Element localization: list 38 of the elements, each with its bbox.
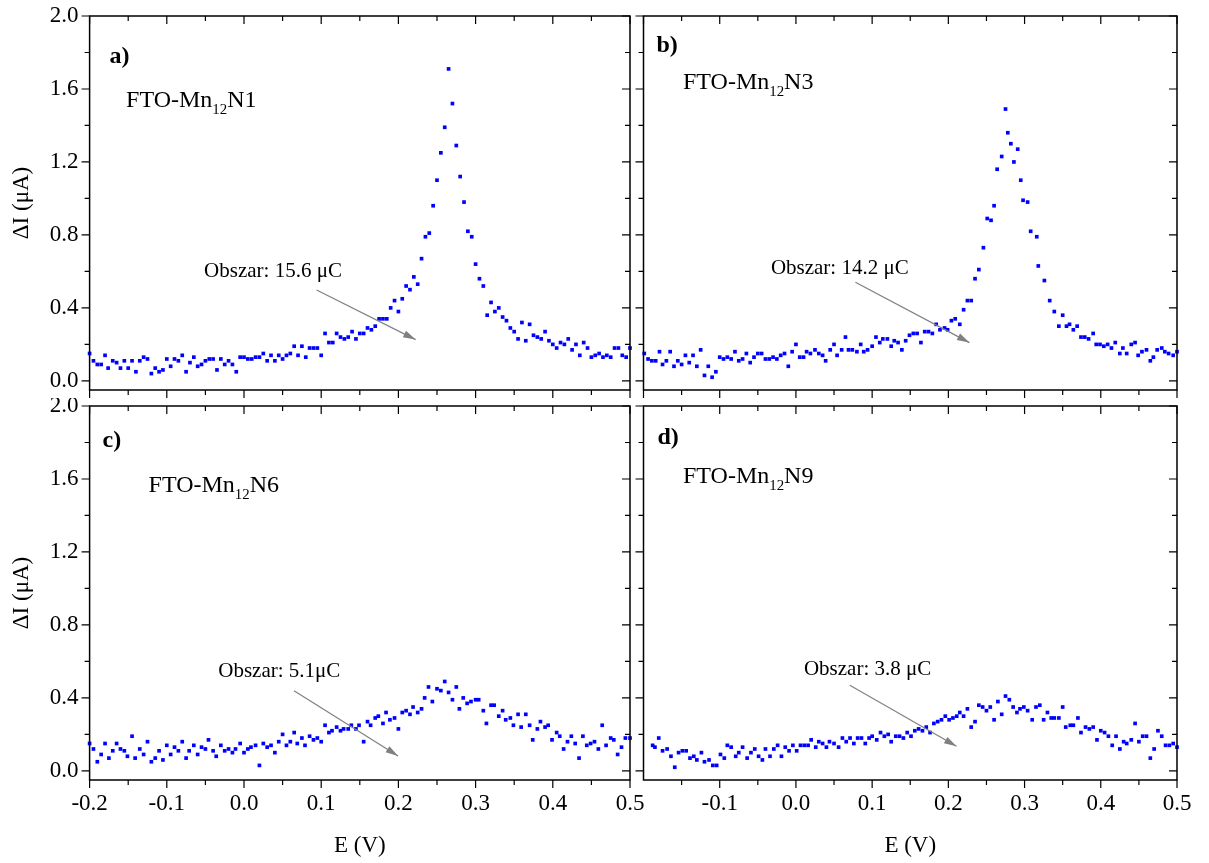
x-tick-label: 0.4 [538,789,568,815]
y-tick-label: 0.4 [49,683,80,709]
x-tick-label: -0.1 [148,789,186,815]
x-axis-title: E (V) [333,832,386,857]
x-tick-label: 0.5 [615,789,645,815]
annotation: Obszar: 3.8 μC [803,655,932,680]
x-tick-label: 0.2 [384,789,413,815]
x-tick-label: 0.5 [1162,789,1192,815]
y-tick-label: 1.2 [49,148,79,173]
x-axis-title: E (V) [884,832,937,857]
x-tick-label: 0.4 [1086,789,1116,815]
y-tick-label: 0.8 [49,220,79,246]
y-axis-title: ΔI (μA) [7,556,33,630]
y-tick-label: 1.2 [49,538,79,563]
annotation: Obszar: 14.2 μC [770,255,909,280]
y-tick-label: 1.6 [49,75,79,101]
x-tick-label: 0.1 [306,789,336,815]
y-tick-label: 2.0 [49,2,79,28]
y-tick-label: 1.6 [49,465,79,491]
text: d) [657,423,679,449]
text: b) [656,31,678,57]
annotation: Obszar: 15.6 μC [204,258,342,282]
text: a) [109,42,130,68]
y-axis-title: ΔI (μA) [7,166,33,240]
x-tick-label: 0.1 [857,789,887,815]
annotation: Obszar: 5.1μC [218,658,341,683]
x-tick-label: 0.3 [1010,789,1039,815]
x-tick-label: 0.2 [933,789,963,815]
y-tick-label: 0.8 [49,610,79,636]
y-tick-label: 0.0 [49,366,79,392]
x-tick-label: 0.0 [229,789,259,815]
x-tick-label: 0.0 [781,789,811,815]
x-tick-label: -0.1 [701,789,738,815]
x-tick-label: 0.3 [461,789,490,815]
x-tick-label: -0.2 [71,789,108,815]
text: c) [102,426,122,452]
y-tick-label: 0.0 [49,756,79,782]
y-tick-label: 0.4 [49,293,80,319]
